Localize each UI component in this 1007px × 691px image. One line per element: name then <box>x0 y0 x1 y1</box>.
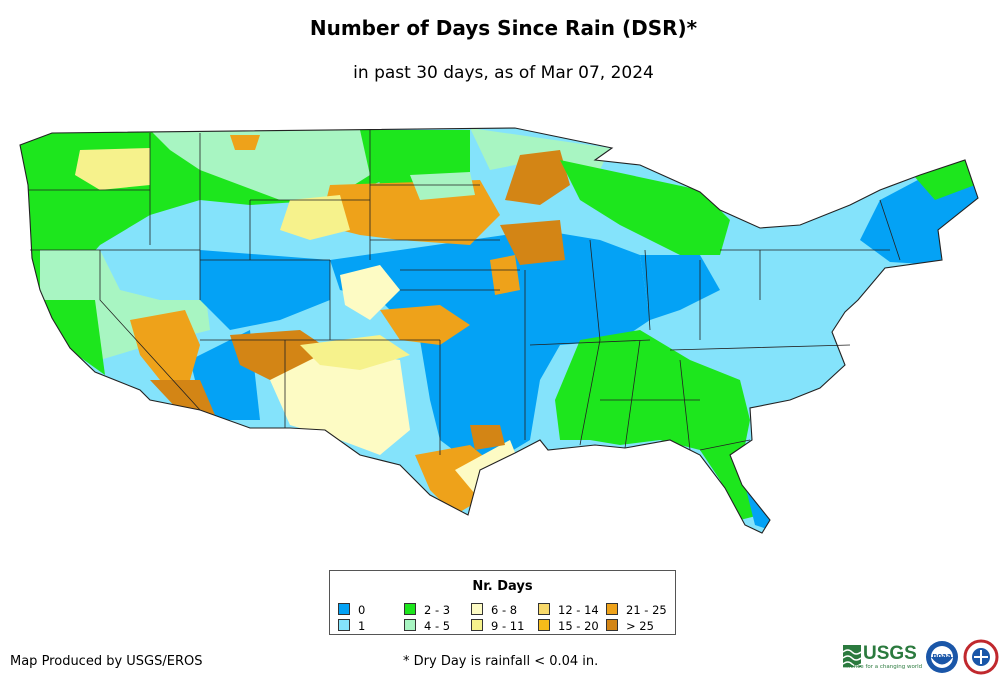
legend-label: 21 - 25 <box>626 603 667 617</box>
usgs-logo-icon <box>842 645 862 667</box>
legend-label: > 25 <box>626 619 654 633</box>
legend-swatch <box>471 603 483 615</box>
nws-logo-icon <box>963 639 999 675</box>
legend-swatch <box>538 619 550 631</box>
region-wash-yellow <box>75 148 150 190</box>
region-montana-orange <box>230 135 260 150</box>
region-mo-orange <box>490 255 520 295</box>
legend-title: Nr. Days <box>472 579 533 594</box>
legend-swatch <box>404 619 416 631</box>
legend-item: > 25 <box>606 619 654 633</box>
legend-label: 0 <box>358 603 366 617</box>
usgs-tagline: science for a changing world <box>843 664 923 670</box>
legend-item: 6 - 8 <box>471 603 517 617</box>
legend-swatch <box>606 603 618 615</box>
legend-label: 2 - 3 <box>424 603 451 617</box>
legend-swatch <box>404 603 416 615</box>
legend-item: 0 <box>338 603 365 617</box>
legend-label: 4 - 5 <box>424 619 451 633</box>
region-sd-light-green <box>410 172 475 200</box>
legend-item: 2 - 3 <box>404 603 450 617</box>
legend-item: 9 - 11 <box>471 619 524 633</box>
map-subtitle: in past 30 days, as of Mar 07, 2024 <box>353 63 654 83</box>
region-sw-orange-1 <box>130 310 200 380</box>
legend-item: 15 - 20 <box>538 619 599 633</box>
usgs-wordmark: USGS <box>863 643 917 664</box>
credit-text: Map Produced by USGS/EROS <box>10 654 203 669</box>
noaa-logo: noaa <box>925 640 959 674</box>
legend-item: 12 - 14 <box>538 603 599 617</box>
region-montana-light-green <box>150 130 370 200</box>
region-ks-orange <box>380 305 470 345</box>
legend: Nr. Days 0 1 2 - 3 4 - 5 6 - 8 9 - 11 12… <box>329 570 676 635</box>
legend-swatch <box>606 619 618 631</box>
usgs-logo: USGS science for a changing world <box>843 643 923 671</box>
region-co-pale <box>340 265 400 320</box>
region-colorado-blue <box>200 250 330 330</box>
legend-label: 6 - 8 <box>491 603 518 617</box>
legend-swatch <box>471 619 483 631</box>
map-title: Number of Days Since Rain (DSR)* <box>309 16 698 40</box>
legend-item: 1 <box>338 619 365 633</box>
region-calif-green <box>40 300 105 375</box>
region-utah-blue <box>100 250 205 300</box>
region-iowa-dark-orange <box>500 220 565 265</box>
legend-swatch <box>338 603 350 615</box>
region-tx-dark-orange <box>470 425 505 450</box>
region-southeast-green <box>555 330 760 520</box>
legend-item: 21 - 25 <box>606 603 667 617</box>
region-wy-yellow <box>280 195 350 240</box>
dsr-regions <box>20 128 978 533</box>
region-nm-yellow <box>300 335 410 370</box>
legend-swatch <box>538 603 550 615</box>
region-mn-north <box>470 128 610 170</box>
footnote-text: * Dry Day is rainfall < 0.04 in. <box>403 654 599 669</box>
legend-label: 9 - 11 <box>491 619 525 633</box>
legend-label: 1 <box>358 619 366 633</box>
state-boundaries <box>19 127 979 534</box>
region-nd-green <box>370 130 470 185</box>
region-great-lakes-green <box>560 160 730 255</box>
noaa-wordmark: noaa <box>932 652 952 660</box>
noaa-logo-icon <box>926 641 958 673</box>
region-sw-dark-orange <box>150 380 215 415</box>
legend-label: 12 - 14 <box>558 603 599 617</box>
legend-item: 4 - 5 <box>404 619 450 633</box>
legend-label: 15 - 20 <box>558 619 599 633</box>
legend-swatch <box>338 619 350 631</box>
region-mn-dark-orange <box>505 150 570 205</box>
